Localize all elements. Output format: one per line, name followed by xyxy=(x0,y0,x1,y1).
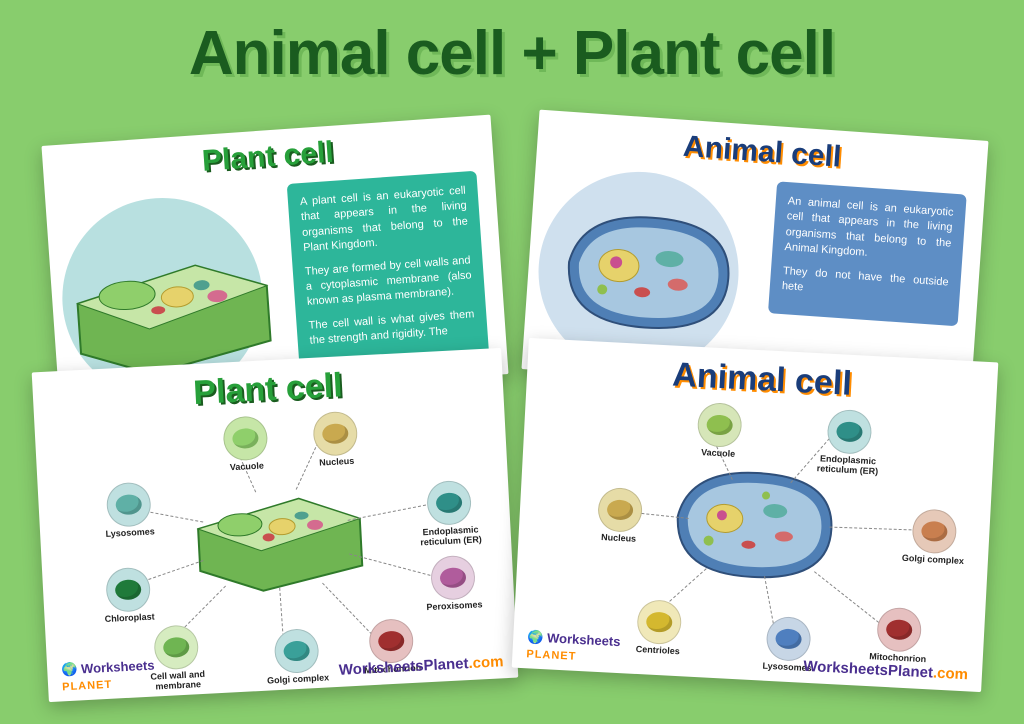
brand-logo: 🌍 Worksheets PLANET xyxy=(526,629,621,665)
plant-para-1: A plant cell is an eukaryotic cell that … xyxy=(300,184,470,257)
part-vacuole: Vacuole xyxy=(209,415,282,474)
part-endoplasmic-reticulum-er-: Endoplasmic reticulum (ER) xyxy=(413,479,486,548)
part-lysosomes: Lysosomes xyxy=(93,481,166,540)
main-title: Animal cell + Plant cell xyxy=(0,0,1024,89)
part-peroxisomes: Peroxisomes xyxy=(417,554,490,613)
card-animal-diagram: Animal cell VacuoleEndoplasmic reticulum… xyxy=(512,338,999,692)
part-vacuole: Vacuole xyxy=(683,401,756,460)
plant-cell-center xyxy=(187,470,373,599)
plant-para-2: They are formed by cell walls and a cyto… xyxy=(304,253,473,311)
plant-info-box: A plant cell is an eukaryotic cell that … xyxy=(287,171,490,370)
animal-cell-illustration xyxy=(544,191,754,355)
brand-logo: 🌍 Worksheets PLANET xyxy=(61,658,156,694)
animal-info-box: An animal cell is an eukaryotic cell tha… xyxy=(768,181,967,326)
brand-url: WorksheetsPlanet.com xyxy=(338,653,503,679)
part-chloroplast: Chloroplast xyxy=(92,566,165,625)
part-golgi-complex: Golgi complex xyxy=(898,508,971,567)
part-nucleus: Nucleus xyxy=(583,486,656,545)
part-nucleus: Nucleus xyxy=(299,410,372,469)
card-title-animal-info: Animal cell xyxy=(537,110,989,185)
animal-para-1: An animal cell is an eukaryotic cell tha… xyxy=(784,194,954,267)
plant-para-3: The cell wall is what gives them the str… xyxy=(308,307,476,349)
animal-para-2: They do not have the outside hete xyxy=(781,264,949,306)
part-endoplasmic-reticulum-er-: Endoplasmic reticulum (ER) xyxy=(812,408,885,477)
card-plant-diagram: Plant cell VacuoleNucleusLysosomesEndopl… xyxy=(32,348,519,702)
brand-url: WorksheetsPlanet.com xyxy=(803,658,968,684)
